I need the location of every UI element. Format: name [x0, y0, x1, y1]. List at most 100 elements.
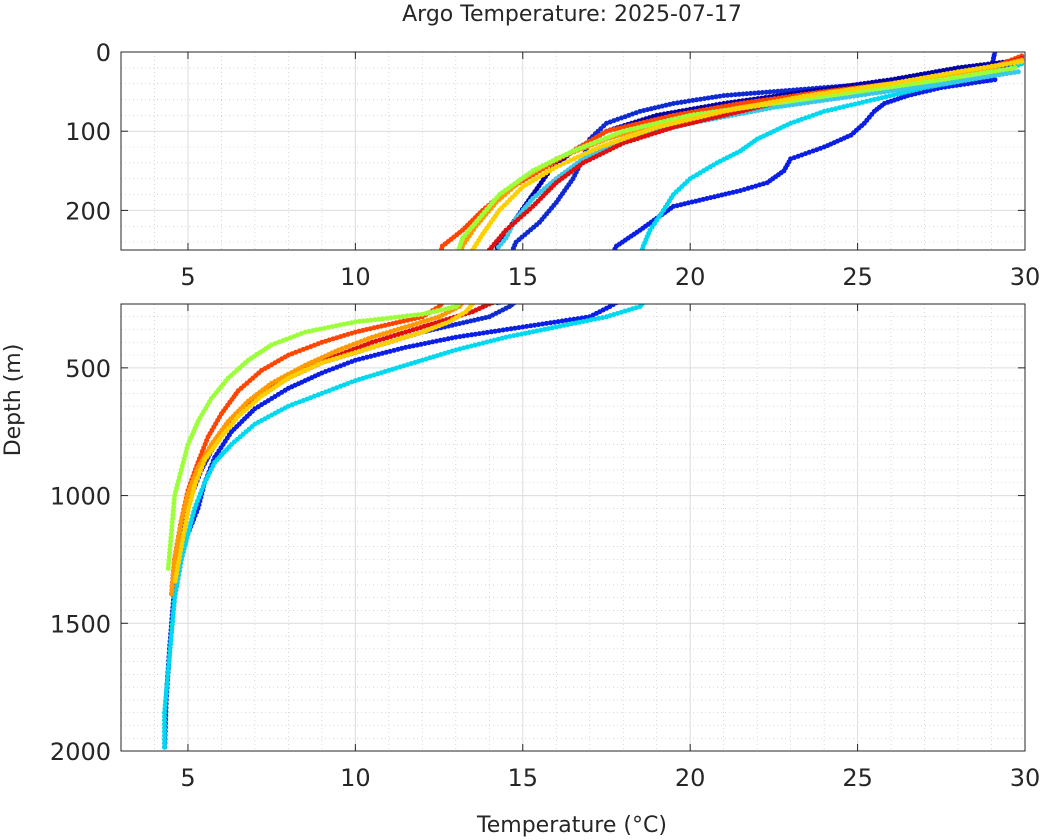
profile-10-point — [759, 101, 765, 107]
profile-7-point — [377, 337, 383, 343]
profile-10-point — [1011, 60, 1017, 66]
profile-1-point — [555, 319, 561, 325]
profile-10-point — [899, 79, 905, 85]
profile-10-point — [993, 63, 998, 69]
profile-5-point — [931, 82, 937, 88]
profile-1-point — [492, 328, 498, 334]
profile-10-point — [881, 82, 886, 88]
profile-4-point — [168, 637, 174, 643]
profile-10-point — [955, 69, 961, 75]
profile-4-point — [442, 350, 448, 356]
profile-9-point — [314, 327, 320, 333]
profile-10-point — [665, 122, 671, 128]
profile-5-point — [798, 101, 803, 107]
profile-9-point — [388, 315, 394, 321]
profile-1-point — [349, 359, 355, 365]
profile-8-point — [414, 321, 420, 327]
profile-3-point — [896, 75, 901, 81]
profile-2-point — [759, 90, 765, 95]
profile-10-point — [842, 87, 848, 93]
profile-10-point — [966, 67, 972, 73]
profile-5-point — [1004, 71, 1010, 77]
profile-4-point — [576, 319, 582, 325]
profile-10-point — [951, 70, 957, 75]
profile-10-point — [839, 88, 845, 94]
profile-4-point — [162, 706, 168, 712]
profile-1-point — [465, 332, 471, 338]
profile-4-point — [162, 702, 168, 708]
profile-1-point — [453, 334, 459, 340]
profile-4-point — [162, 733, 167, 739]
profile-1-point — [364, 354, 370, 360]
profile-4-point — [499, 335, 505, 341]
profile-1-point — [387, 348, 393, 354]
x-tick-label: 5 — [180, 764, 195, 792]
profile-10-point — [782, 97, 787, 103]
profile-8-point — [172, 556, 178, 562]
profile-1-point — [410, 343, 416, 349]
profile-4-point — [170, 610, 176, 616]
profile-10-point — [981, 65, 987, 71]
profile-4-point — [640, 246, 645, 250]
profile-2-point — [678, 99, 684, 105]
profile-5-point — [877, 89, 883, 95]
profile-4-point — [561, 322, 567, 328]
profile-4-point — [546, 326, 551, 332]
profile-4-point — [167, 652, 172, 658]
profile-5-point — [839, 95, 845, 101]
profile-4-point — [887, 93, 893, 99]
profile-4-point — [569, 321, 575, 327]
profile-8-point — [169, 587, 175, 593]
profile-1-point — [484, 329, 490, 335]
profile-5-point — [893, 87, 899, 93]
profile-5-point — [1015, 69, 1021, 75]
profile-8-point — [174, 541, 180, 547]
profile-5-point — [946, 80, 952, 85]
profile-4-point — [871, 97, 877, 102]
profile-4-point — [457, 346, 463, 352]
profile-4-point — [484, 339, 490, 345]
profile-5-point — [824, 97, 830, 103]
profile-4-point — [879, 95, 885, 101]
profile-4-point — [167, 645, 173, 651]
profile-2-point — [637, 108, 643, 114]
profile-8-point — [172, 553, 178, 559]
profile-4-point — [165, 675, 170, 681]
profile-3-point — [925, 70, 931, 76]
profile-9-point — [1004, 66, 1010, 72]
profile-4-point — [538, 327, 544, 333]
profile-9-point — [400, 314, 406, 319]
profile-9-point — [916, 80, 921, 86]
profile-9-point — [356, 318, 362, 324]
profile-1-point — [741, 187, 747, 192]
profile-2-point — [732, 92, 738, 98]
profile-1-point — [403, 344, 409, 350]
profile-1-point — [512, 325, 518, 331]
profile-5-point — [786, 102, 792, 108]
profile-10-point — [865, 84, 871, 90]
profile-5-point — [881, 89, 887, 95]
profile-10-point — [176, 559, 182, 565]
profile-5-point — [874, 90, 880, 96]
profile-10-point — [789, 95, 795, 101]
profile-10-point — [896, 79, 901, 85]
profile-2-point — [744, 91, 750, 97]
profile-10-point — [1000, 62, 1006, 67]
profile-2-point — [740, 91, 746, 97]
x-tick-label: 5 — [180, 263, 195, 291]
profile-5-point — [855, 93, 861, 99]
profile-4-point — [297, 399, 303, 405]
profile-5-point — [912, 85, 918, 90]
profile-9-point — [396, 314, 402, 320]
profile-1-point — [356, 356, 362, 362]
profile-3-point — [918, 71, 924, 77]
profile-9-point — [360, 318, 366, 324]
profile-10-point — [808, 92, 814, 98]
profile-1-point — [414, 342, 420, 348]
profile-1-point — [520, 324, 526, 330]
profile-3-point — [907, 73, 913, 79]
profile-1-point — [508, 326, 514, 332]
profile-3-point — [944, 67, 950, 73]
y-tick-label: 0 — [96, 39, 111, 67]
profile-5-point — [923, 83, 929, 89]
